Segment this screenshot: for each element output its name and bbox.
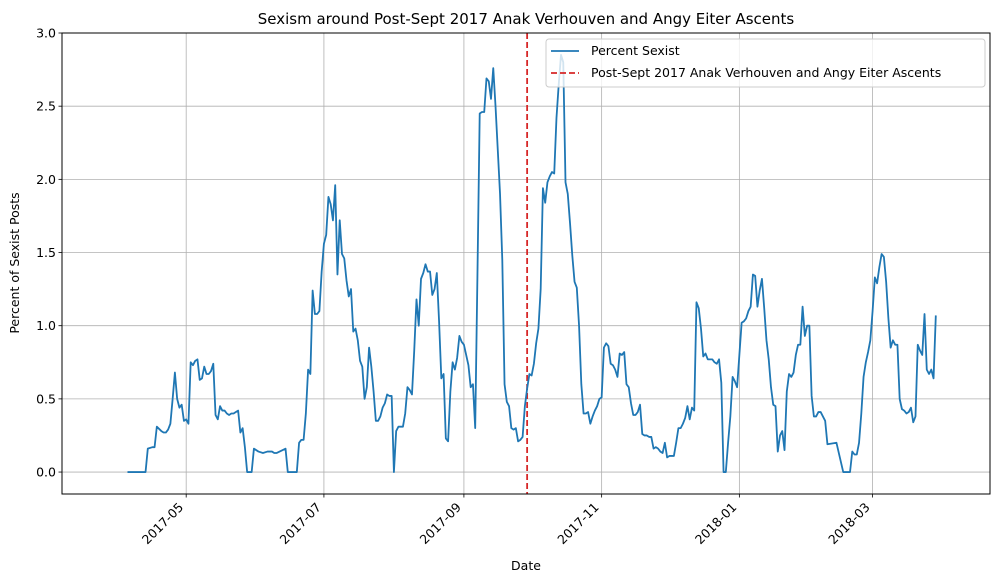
series-line-percent-sexist [127,54,937,473]
legend-box [545,38,986,88]
x-axis-label: Date [511,558,541,573]
y-tick-label: 0.5 [36,391,56,406]
y-tick-label: 1.5 [36,245,56,260]
y-axis-label: Percent of Sexist Posts [7,192,22,333]
chart-title: Sexism around Post-Sept 2017 Anak Verhou… [258,10,795,28]
legend-label-event: Post-Sept 2017 Anak Verhouven and Angy E… [591,65,941,80]
legend: Percent Sexist Post-Sept 2017 Anak Verho… [545,38,986,88]
y-tick-label: 2.5 [36,99,56,114]
y-tick-label: 0.0 [36,465,56,480]
y-tick-label: 1.0 [36,318,56,333]
grid-lines [62,32,990,494]
y-tick-label: 2.0 [36,172,56,187]
y-axis-ticks: 0.0 0.5 1.0 1.5 2.0 2.5 3.0 [36,26,62,480]
series-layer [127,54,937,473]
plot-frame [61,32,991,495]
y-tick-label: 3.0 [36,26,56,41]
legend-label-percent-sexist: Percent Sexist [591,43,680,58]
